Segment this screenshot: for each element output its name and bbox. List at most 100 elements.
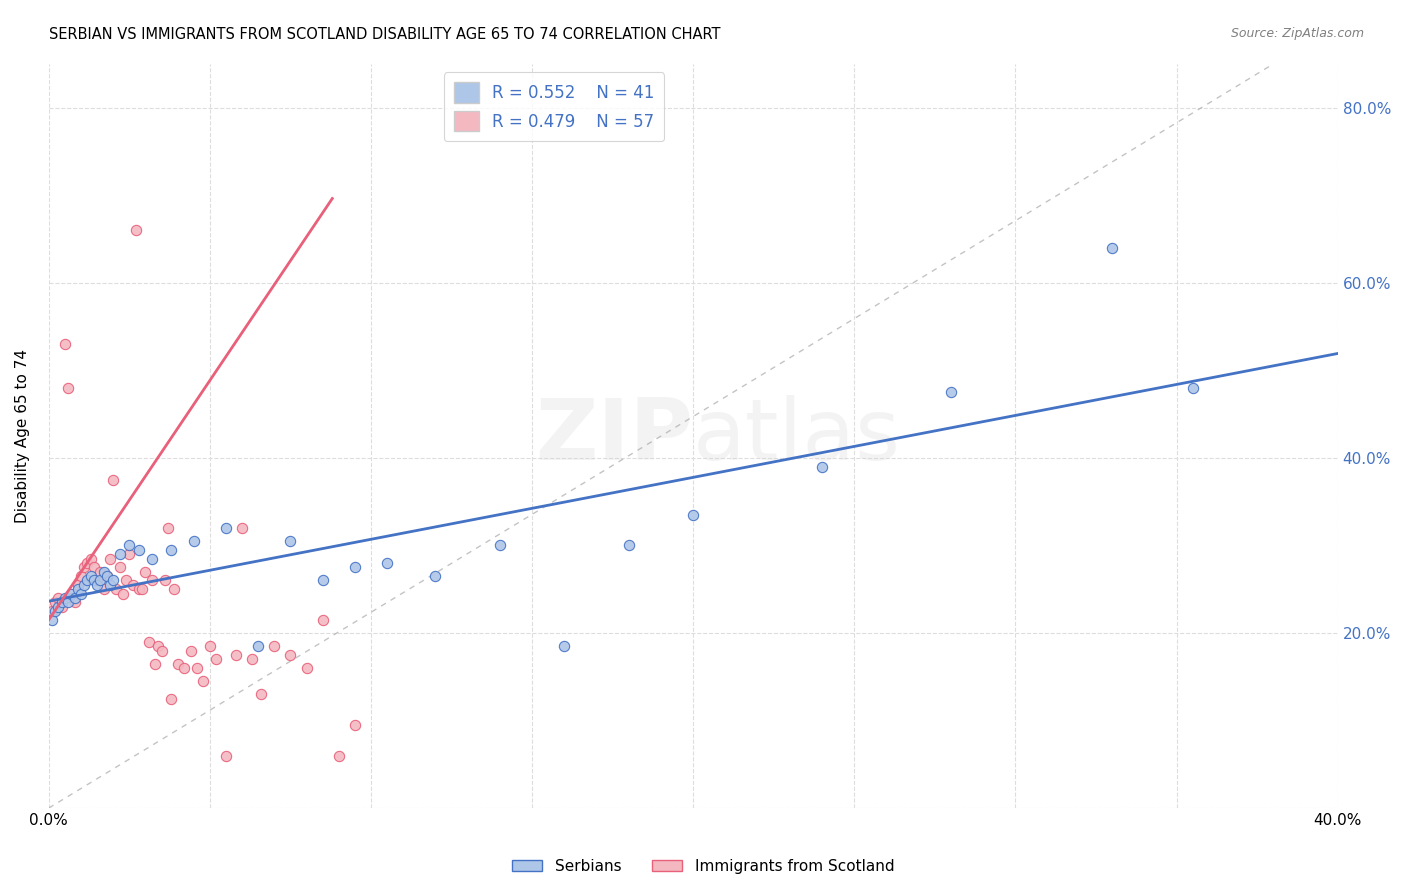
Text: SERBIAN VS IMMIGRANTS FROM SCOTLAND DISABILITY AGE 65 TO 74 CORRELATION CHART: SERBIAN VS IMMIGRANTS FROM SCOTLAND DISA… (49, 27, 721, 42)
Point (51, 595, 73, 609)
Point (939, 385, 962, 400)
Point (118, 547, 141, 561)
Point (63, 595, 86, 609)
Point (41, 613, 63, 627)
Point (295, 661, 318, 675)
Point (1101, 241, 1123, 255)
Point (160, 691, 183, 706)
Point (128, 582, 150, 597)
Point (489, 539, 512, 553)
Point (76, 574, 98, 588)
Point (96, 569, 118, 583)
Point (56, 595, 79, 609)
Point (328, 748, 350, 763)
Point (96, 569, 118, 583)
Point (89, 574, 111, 588)
Point (98, 551, 121, 566)
Point (56, 381, 79, 395)
Point (198, 639, 221, 653)
Y-axis label: Disability Age 65 to 74: Disability Age 65 to 74 (15, 349, 30, 523)
Point (250, 687, 273, 701)
Point (48, 599, 70, 614)
Point (131, 582, 153, 597)
Point (682, 508, 704, 522)
Point (66, 578, 89, 592)
Point (60, 591, 83, 605)
Point (553, 639, 575, 653)
Point (48, 591, 70, 605)
Point (128, 542, 150, 557)
Point (93, 582, 115, 597)
Point (153, 574, 176, 588)
Point (141, 574, 163, 588)
Point (103, 473, 125, 487)
Point (93, 565, 115, 579)
Point (343, 560, 366, 574)
Point (205, 652, 228, 666)
Point (89, 565, 111, 579)
Point (79, 569, 101, 583)
Legend: R = 0.552    N = 41, R = 0.479    N = 57: R = 0.552 N = 41, R = 0.479 N = 57 (444, 72, 665, 142)
Point (173, 661, 195, 675)
Point (263, 639, 285, 653)
Point (60, 587, 83, 601)
Point (240, 652, 263, 666)
Point (143, 657, 166, 671)
Point (121, 578, 143, 592)
Point (44, 604, 66, 618)
Point (231, 521, 253, 535)
Point (280, 534, 302, 549)
Point (141, 551, 163, 566)
Point (215, 521, 238, 535)
Point (163, 582, 186, 597)
Point (180, 643, 202, 657)
Point (183, 534, 205, 549)
Point (125, 223, 148, 237)
Point (83, 560, 105, 574)
Point (193, 674, 215, 689)
Text: atlas: atlas (693, 394, 901, 477)
Point (53, 591, 76, 605)
Point (44, 595, 66, 609)
Point (311, 613, 333, 627)
Point (79, 551, 101, 566)
Point (811, 459, 834, 474)
Point (83, 574, 105, 588)
Point (225, 648, 247, 662)
Point (70, 587, 93, 601)
Point (86, 574, 108, 588)
Point (186, 661, 208, 675)
Point (105, 582, 128, 597)
Point (41, 604, 63, 618)
Point (118, 539, 141, 553)
Point (98, 578, 121, 592)
Point (51, 599, 73, 614)
Point (375, 556, 398, 570)
Text: Source: ZipAtlas.com: Source: ZipAtlas.com (1230, 27, 1364, 40)
Point (138, 634, 160, 648)
Point (111, 587, 134, 601)
Point (70, 569, 93, 583)
Legend: Serbians, Immigrants from Scotland: Serbians, Immigrants from Scotland (506, 853, 900, 880)
Point (166, 657, 188, 671)
Point (215, 748, 238, 763)
Point (280, 648, 302, 662)
Point (108, 560, 131, 574)
Point (76, 556, 98, 570)
Point (134, 565, 156, 579)
Point (148, 639, 170, 653)
Point (73, 560, 96, 574)
Point (73, 578, 96, 592)
Point (63, 591, 86, 605)
Point (311, 574, 333, 588)
Point (115, 574, 138, 588)
Point (343, 718, 366, 732)
Point (160, 542, 183, 557)
Point (617, 539, 640, 553)
Point (66, 582, 89, 597)
Point (103, 574, 125, 588)
Point (150, 643, 173, 657)
Point (156, 521, 179, 535)
Point (86, 578, 108, 592)
Point (1181, 381, 1204, 395)
